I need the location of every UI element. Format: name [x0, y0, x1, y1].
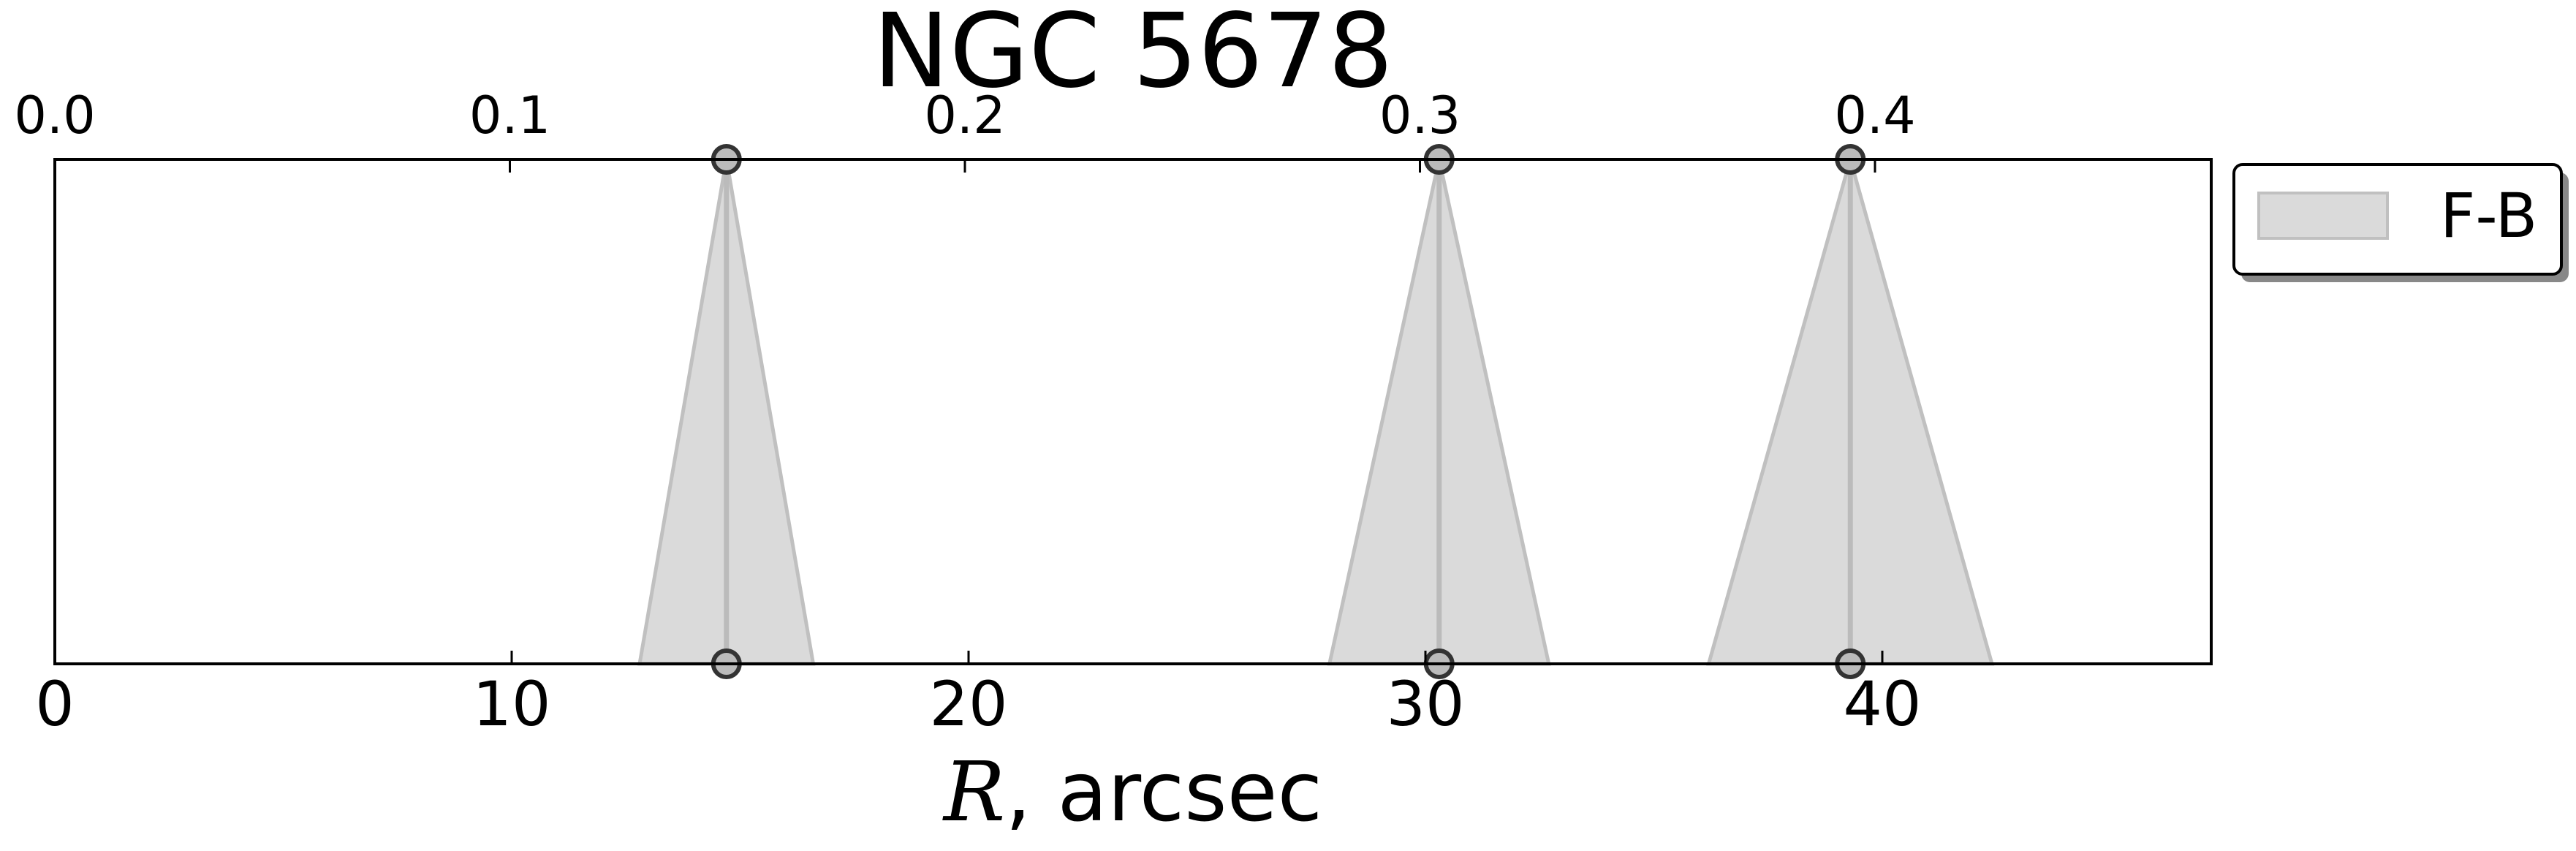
legend-label: F-B: [2440, 180, 2537, 251]
feature-group: [637, 144, 816, 679]
legend: F-B: [2232, 163, 2569, 282]
chart-title: NGC 5678: [873, 0, 1393, 111]
x-tick-label: 0: [35, 668, 74, 740]
plot-area: 0 10 20 30 40 0.0 0.1 0.2 0.3 0.4: [14, 86, 2213, 740]
x-tick-label: 40: [1844, 668, 1922, 740]
feature-group: [1706, 144, 1995, 679]
top-tick-label: 0.1: [469, 86, 550, 145]
feature-group: [1327, 144, 1551, 679]
x-tick-label: 10: [473, 668, 551, 740]
x-axis-label: R, arcsec: [942, 745, 1322, 840]
top-tick-label: 0.0: [14, 86, 95, 145]
series-layer: [637, 144, 1995, 679]
top-tick-label: 0.2: [924, 86, 1005, 145]
x-axis-unit: , arcsec: [1005, 745, 1322, 840]
x-tick-label: 20: [930, 668, 1008, 740]
x-tick-label: 30: [1387, 668, 1465, 740]
legend-swatch: [2257, 192, 2389, 240]
top-tick-label: 0.3: [1379, 86, 1461, 145]
plot-frame: [53, 158, 2213, 665]
x-axis-variable: R: [942, 745, 1005, 840]
bottom-x-axis: 0 10 20 30 40: [35, 651, 1921, 740]
top-x-axis: 0.0 0.1 0.2 0.3 0.4: [14, 86, 1916, 173]
top-tick-label: 0.4: [1834, 86, 1915, 145]
